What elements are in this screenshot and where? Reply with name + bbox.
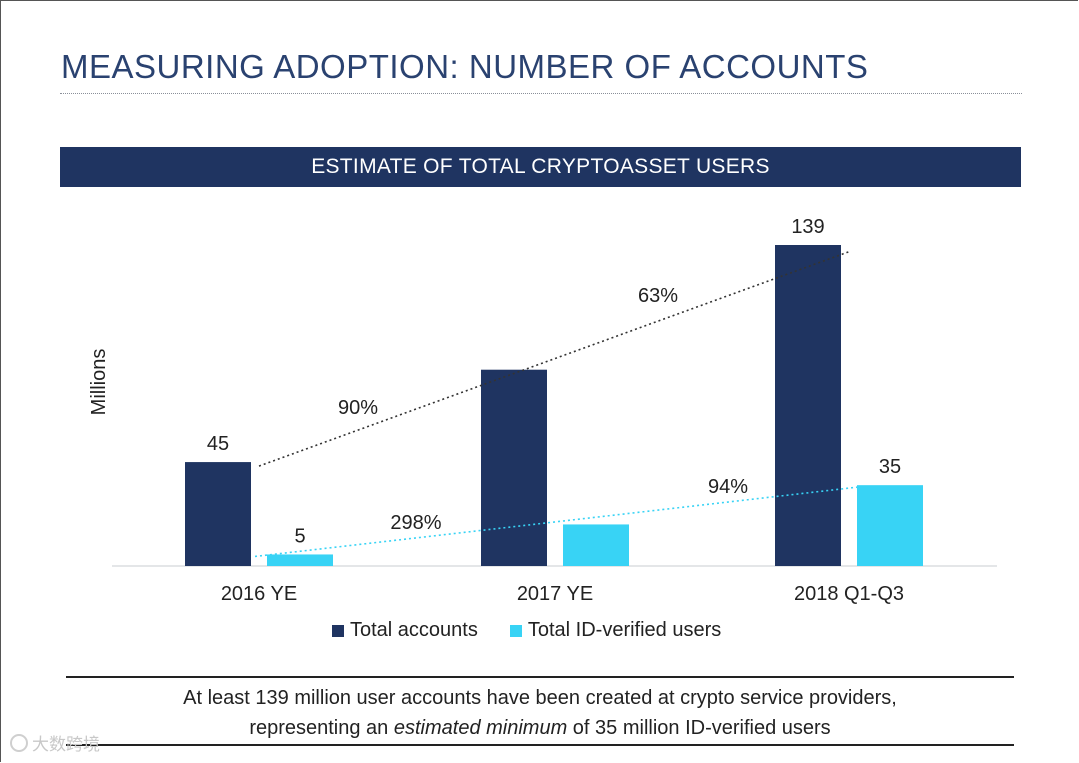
growth-annotation-2: 298% [390, 512, 441, 534]
footer-line-2-end: of 35 million ID-verified users [567, 717, 831, 739]
footer-line-2: representing an estimated minimum of 35 … [66, 713, 1014, 743]
footer-note: At least 139 million user accounts have … [66, 683, 1014, 743]
bar-chart: Millions 45 139 5 35 2016 YE 2017 YE 2018 Q1-Q3… [88, 216, 997, 605]
bar-total-accounts-1 [481, 369, 547, 566]
data-label-id-verified-0: 5 [294, 525, 305, 547]
bar-id-verified-1 [563, 524, 629, 566]
y-axis-label: Millions [88, 349, 110, 416]
x-tick-label-2: 2018 Q1-Q3 [794, 583, 904, 605]
bar-id-verified-0 [267, 554, 333, 566]
legend-label-total-accounts: Total accounts [350, 619, 478, 641]
x-tick-label-0: 2016 YE [221, 583, 297, 605]
bar-total-accounts-2 [775, 245, 841, 566]
bar-id-verified-2 [857, 485, 923, 566]
title-divider [60, 93, 1022, 94]
x-tick-label-1: 2017 YE [517, 583, 593, 605]
legend-swatch-id-verified [509, 624, 522, 637]
growth-annotation-3: 94% [708, 476, 748, 498]
bar-total-accounts-0 [185, 462, 251, 566]
watermark-logo-icon [10, 733, 28, 752]
page-title: MEASURING ADOPTION: NUMBER OF ACCOUNTS [61, 48, 869, 85]
data-label-total-accounts-0: 45 [207, 433, 229, 455]
legend-item-id-verified: Total ID-verified users [509, 619, 722, 642]
chart-title-banner: ESTIMATE OF TOTAL CRYPTOASSET USERS [60, 147, 1021, 187]
footer-line-2-emphasis: estimated minimum [393, 717, 568, 739]
chart-title: ESTIMATE OF TOTAL CRYPTOASSET USERS [311, 155, 770, 178]
trend-line-id-verified [254, 486, 858, 558]
footer-rule-top [66, 676, 1014, 678]
legend-item-total-accounts: Total accounts [332, 619, 478, 642]
footer-rule-bottom [66, 744, 1014, 746]
growth-annotation-0: 90% [338, 397, 378, 419]
trend-line-total-accounts [258, 250, 852, 467]
legend-label-id-verified: Total ID-verified users [527, 619, 722, 641]
chart-legend: Total accounts Total ID-verified users [332, 619, 753, 642]
footer-line-1: At least 139 million user accounts have … [183, 687, 897, 709]
watermark-text: 大数跨境 [32, 735, 100, 754]
footer-line-2-start: representing an [249, 717, 394, 739]
data-label-id-verified-2: 35 [879, 456, 901, 478]
legend-swatch-total-accounts [332, 624, 344, 637]
growth-annotation-1: 63% [638, 285, 678, 307]
watermark: 大数跨境 [10, 730, 100, 755]
data-label-total-accounts-2: 139 [791, 216, 824, 238]
